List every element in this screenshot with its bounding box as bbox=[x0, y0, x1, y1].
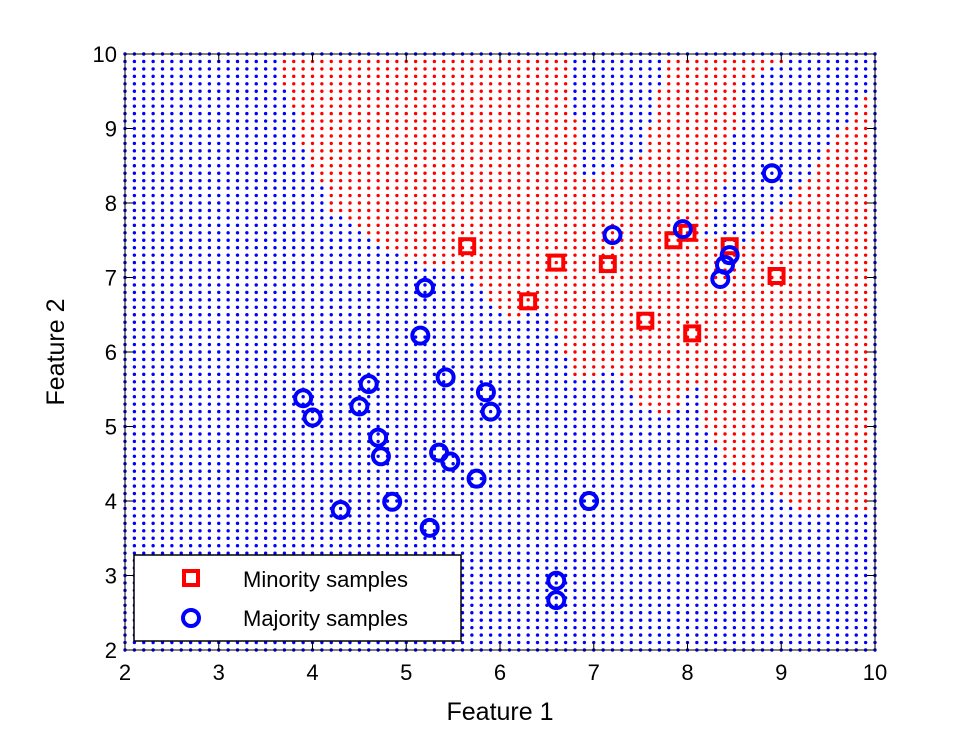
legend-minority-marker bbox=[182, 569, 200, 587]
y-tick-label: 3 bbox=[105, 564, 117, 589]
majority-sample-point bbox=[410, 325, 431, 346]
y-tick-label: 7 bbox=[105, 266, 117, 291]
minority-sample-point bbox=[767, 267, 786, 286]
majority-sample-point bbox=[466, 468, 487, 489]
minority-sample-point bbox=[519, 292, 538, 311]
legend-minority-label: Minority samples bbox=[243, 567, 408, 592]
majority-sample-point bbox=[370, 446, 391, 467]
legend-majority-marker bbox=[181, 608, 201, 628]
minority-sample-point bbox=[598, 255, 617, 274]
majority-sample-point bbox=[358, 374, 379, 395]
majority-sample-point bbox=[719, 245, 740, 266]
majority-sample-point bbox=[302, 407, 323, 428]
y-tick-label: 10 bbox=[93, 42, 117, 67]
x-tick-label: 8 bbox=[681, 660, 693, 685]
legend: Minority samples Majority samples bbox=[133, 554, 462, 642]
majority-sample-point bbox=[761, 163, 782, 184]
y-tick-label: 4 bbox=[105, 489, 117, 514]
minority-sample-point bbox=[678, 223, 697, 242]
minority-sample-point bbox=[547, 253, 566, 272]
x-tick-label: 6 bbox=[494, 660, 506, 685]
minority-sample-point bbox=[683, 324, 702, 343]
y-tick-label: 9 bbox=[105, 117, 117, 142]
majority-sample-point bbox=[368, 427, 389, 448]
legend-majority-label: Majority samples bbox=[243, 606, 408, 631]
majority-sample-point bbox=[419, 517, 440, 538]
y-axis-label: Feature 2 bbox=[42, 298, 70, 405]
x-tick-label: 3 bbox=[213, 660, 225, 685]
majority-sample-point bbox=[602, 225, 623, 246]
y-tick-label: 6 bbox=[105, 340, 117, 365]
majority-sample-point bbox=[546, 590, 567, 611]
x-tick-label: 7 bbox=[588, 660, 600, 685]
y-tick-label: 8 bbox=[105, 191, 117, 216]
y-tick-label: 5 bbox=[105, 415, 117, 440]
majority-sample-point bbox=[672, 219, 693, 240]
majority-sample-point bbox=[435, 367, 456, 388]
majority-sample-point bbox=[480, 401, 501, 422]
majority-sample-point bbox=[415, 277, 435, 298]
majority-sample-point bbox=[382, 491, 403, 512]
majority-sample-point bbox=[546, 570, 567, 591]
majority-sample-point bbox=[475, 382, 496, 403]
minority-sample-point bbox=[636, 311, 655, 330]
x-tick-label: 10 bbox=[863, 660, 887, 685]
minority-sample-point bbox=[720, 237, 739, 256]
majority-sample-point bbox=[715, 254, 735, 275]
axis-ticks: 2 3 4 5 6 7 8 9 10 2 3 4 5 6 7 8 9 10 bbox=[93, 42, 888, 685]
x-tick-label: 5 bbox=[400, 660, 412, 685]
majority-sample-point bbox=[440, 451, 461, 472]
data-markers bbox=[293, 163, 786, 611]
majority-sample-point bbox=[293, 388, 314, 409]
x-tick-label: 9 bbox=[775, 660, 787, 685]
x-tick-label: 2 bbox=[119, 660, 131, 685]
majority-sample-point bbox=[330, 499, 351, 520]
x-tick-label: 4 bbox=[306, 660, 318, 685]
minority-sample-point bbox=[458, 237, 477, 256]
x-axis-label: Feature 1 bbox=[446, 698, 553, 726]
majority-sample-point bbox=[349, 396, 370, 417]
majority-sample-point bbox=[579, 491, 600, 511]
y-tick-label: 2 bbox=[105, 638, 117, 663]
